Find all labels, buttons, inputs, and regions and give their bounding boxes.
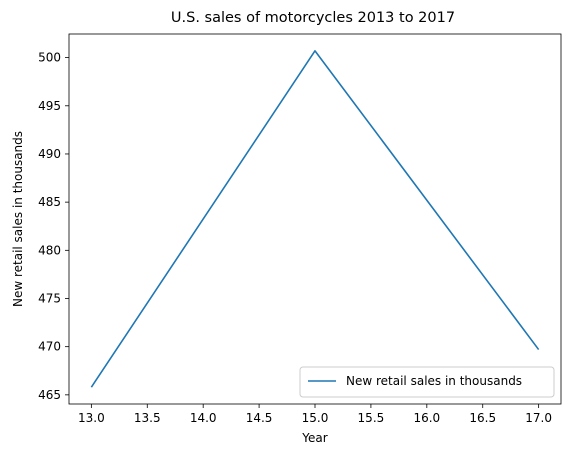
- series-layer: [90, 50, 540, 388]
- x-axis-ticks: 13.0 13.5 14.0 14.5 15.0 15.5 16.0 16.5 17.0: [78, 404, 552, 425]
- x-tick-label: 14.0: [190, 411, 217, 425]
- series-line: [90, 50, 540, 388]
- y-axis-ticks: 465 470 475 480 485 490 495 500: [38, 51, 69, 402]
- legend-label: New retail sales in thousands: [346, 374, 522, 388]
- y-tick-label: 485: [38, 195, 61, 209]
- y-tick-label: 465: [38, 388, 61, 402]
- x-tick-label: 16.0: [413, 411, 440, 425]
- x-tick-label: 15.0: [302, 411, 329, 425]
- x-tick-label: 15.5: [358, 411, 385, 425]
- x-tick-label: 13.5: [134, 411, 161, 425]
- y-tick-label: 475: [38, 291, 61, 305]
- legend-box: [299, 366, 555, 398]
- y-axis-label: New retail sales in thousands: [11, 131, 25, 307]
- plot-area: [69, 34, 561, 404]
- x-tick-label: 13.0: [78, 411, 105, 425]
- plot-frame: [68, 33, 562, 405]
- x-tick-label: 14.5: [246, 411, 273, 425]
- y-tick-label: 490: [38, 147, 61, 161]
- x-tick-label: 17.0: [525, 411, 552, 425]
- chart-title: U.S. sales of motorcycles 2013 to 2017: [171, 10, 455, 26]
- y-tick-label: 500: [38, 51, 61, 65]
- y-tick-label: 480: [38, 243, 61, 257]
- y-tick-label: 495: [38, 99, 61, 113]
- x-axis-label: Year: [301, 431, 327, 445]
- y-tick-label: 470: [38, 340, 61, 354]
- legend: New retail sales in thousands: [299, 366, 555, 398]
- x-tick-label: 16.5: [469, 411, 496, 425]
